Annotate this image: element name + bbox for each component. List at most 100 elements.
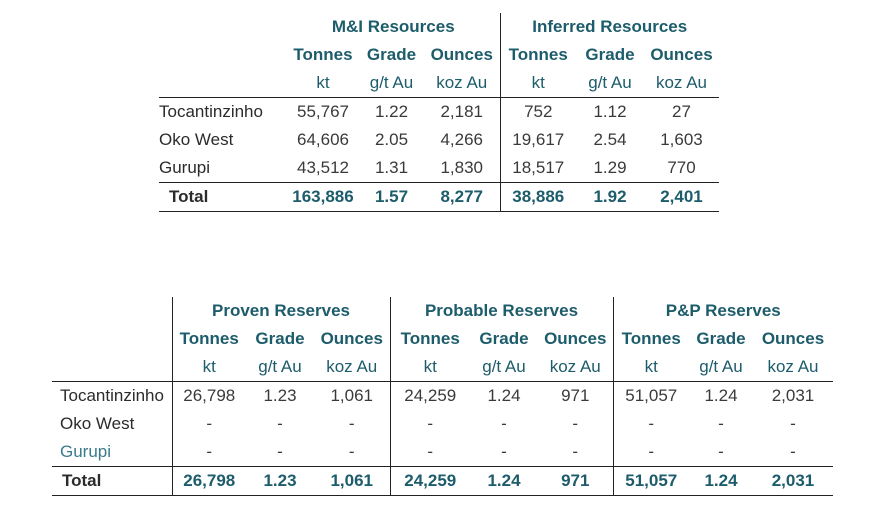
cell: - (612, 410, 689, 438)
probable-reserves-header: Probable Reserves (389, 297, 613, 325)
unit-label: kt (389, 353, 470, 382)
cell: 51,057 (612, 466, 689, 496)
unit-label: g/t Au (258, 357, 302, 376)
cell: 1,061 (314, 466, 390, 496)
unit-label: koz Au (549, 357, 601, 376)
cell: 1,061 (314, 381, 390, 410)
cell: 38,886 (499, 182, 576, 212)
mi-resources-header: M&I Resources (331, 17, 455, 36)
unit-label: koz Au (655, 73, 708, 92)
column-header: Ounces (320, 329, 383, 348)
cell: - (790, 414, 796, 433)
cell: 1.29 (593, 158, 627, 177)
cell: - (572, 414, 579, 433)
cell: - (790, 442, 796, 461)
cell: - (501, 414, 507, 433)
cell: 26,798 (171, 466, 246, 496)
cell: 55,767 (287, 97, 359, 126)
cell: - (277, 442, 283, 461)
table-row: Tocantinzinho 55,767 1.22 2,181 752 1.12… (159, 97, 719, 126)
cell: 752 (499, 97, 576, 126)
cell: 1.24 (470, 466, 538, 496)
cell: 1.31 (374, 158, 409, 177)
row-name: Oko West (159, 130, 234, 149)
group-header-row: Proven Reserves Probable Reserves P&P Re… (52, 297, 833, 325)
cell: 2.05 (374, 130, 409, 149)
column-header: Grade (366, 45, 417, 64)
cell: 1.24 (470, 381, 538, 410)
column-header: Grade (585, 45, 635, 64)
cell: 2.54 (593, 130, 627, 149)
row-name: Gurupi (60, 442, 112, 461)
cell: - (718, 414, 724, 433)
cell: 24,259 (389, 381, 470, 410)
cell: - (171, 438, 246, 467)
column-header: Grade (479, 329, 529, 348)
row-name: Oko West (60, 414, 135, 433)
cell: - (389, 410, 470, 438)
column-header: Tonnes (612, 325, 689, 353)
reserves-table: Proven Reserves Probable Reserves P&P Re… (52, 297, 833, 496)
units-row: kt g/t Au koz Au kt g/t Au koz Au (159, 69, 719, 98)
table-row: Oko West 64,606 2.05 4,266 19,617 2.54 1… (159, 126, 719, 154)
unit-label: g/t Au (588, 73, 632, 92)
unit-label: kt (612, 353, 689, 382)
cell: - (389, 438, 470, 467)
mi-inferred-resources-table: M&I Resources Inferred Resources Tonnes … (159, 13, 719, 212)
proven-reserves-header: Proven Reserves (171, 297, 390, 325)
total-row: Total 163,886 1.57 8,277 38,886 1.92 2,4… (159, 182, 719, 212)
cell: 1.92 (576, 182, 644, 212)
cell: 2,031 (753, 381, 833, 410)
cell: 770 (667, 158, 696, 177)
cell: - (348, 442, 355, 461)
cell: 24,259 (389, 466, 470, 496)
row-name: Tocantinzinho (52, 381, 172, 410)
column-header: Ounces (430, 45, 493, 64)
cell: 43,512 (297, 158, 349, 177)
cell: 2,181 (424, 97, 500, 126)
table-row: Gurupi 43,512 1.31 1,830 18,517 1.29 770 (159, 154, 719, 183)
column-header: Tonnes (499, 41, 576, 69)
cell: 1.23 (246, 466, 314, 496)
column-header: Tonnes (293, 45, 353, 64)
cell: 163,886 (287, 182, 359, 212)
cell: 2,401 (644, 182, 719, 212)
cell: - (572, 442, 579, 461)
column-header: Grade (696, 329, 746, 348)
cell: 1,603 (660, 130, 703, 149)
cell: 64,606 (297, 130, 349, 149)
unit-label: kt (499, 69, 576, 98)
column-header: Ounces (544, 329, 607, 348)
pp-reserves-header: P&P Reserves (612, 297, 833, 325)
cell: 27 (644, 97, 719, 126)
row-name: Total (52, 466, 172, 496)
cell: 1.22 (359, 97, 424, 126)
unit-label: kt (316, 73, 330, 92)
cell: 8,277 (424, 182, 500, 212)
cell: 1.24 (689, 381, 753, 410)
cell: - (171, 410, 246, 438)
cell: 2,031 (753, 466, 833, 496)
table-row: Tocantinzinho 26,798 1.23 1,061 24,259 1… (52, 381, 833, 410)
cell: 971 (538, 381, 613, 410)
unit-label: g/t Au (482, 357, 526, 376)
unit-label: g/t Au (369, 73, 414, 92)
column-header-row: Tonnes Grade Ounces Tonnes Grade Ounces (159, 41, 719, 69)
row-name: Total (159, 182, 287, 212)
total-row: Total 26,798 1.23 1,061 24,259 1.24 971 … (52, 466, 833, 496)
column-header: Grade (255, 329, 305, 348)
column-header: Tonnes (171, 325, 246, 353)
unit-label: koz Au (326, 357, 378, 376)
units-row: kt g/t Au koz Au kt g/t Au koz Au kt g/t… (52, 353, 833, 382)
cell: 18,517 (499, 154, 576, 183)
cell: - (277, 414, 283, 433)
cell: 971 (538, 466, 613, 496)
table-row: Oko West - - - - - - - - - (52, 410, 833, 438)
column-header: Ounces (761, 329, 825, 348)
cell: 1.57 (359, 182, 424, 212)
group-header-row: M&I Resources Inferred Resources (159, 13, 719, 41)
cell: 4,266 (440, 130, 484, 149)
inferred-resources-header: Inferred Resources (499, 13, 719, 41)
table-row: Gurupi - - - - - - - - - (52, 438, 833, 467)
unit-label: koz Au (436, 73, 488, 92)
